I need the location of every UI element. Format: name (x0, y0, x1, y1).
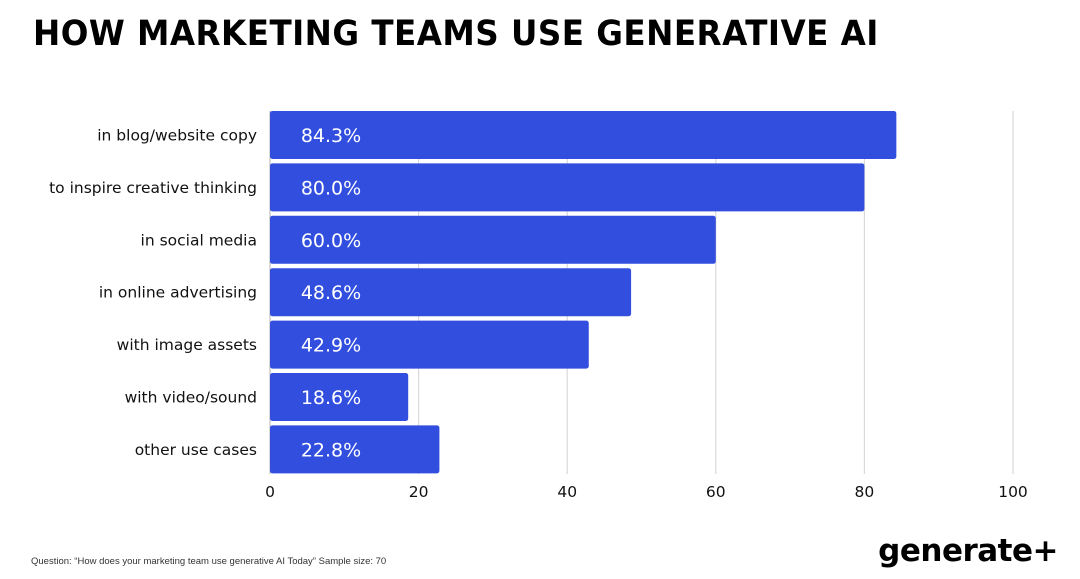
x-tick-label: 0 (265, 483, 275, 501)
bar (270, 268, 632, 317)
x-tick-label: 40 (557, 483, 577, 501)
data-label: 42.9% (301, 335, 361, 357)
bar (270, 320, 589, 369)
brand-logo: generate+ (878, 533, 1058, 569)
category-labels: in blog/website copy to inspire creative … (49, 127, 257, 459)
x-axis-ticks: 0 20 40 60 80 100 (265, 483, 1028, 501)
data-label: 48.6% (301, 282, 361, 304)
category-label: to inspire creative thinking (49, 179, 257, 197)
value-labels: 84.3% 80.0% 60.0% 48.6% 42.9% 18.6% 22.8% (301, 125, 361, 461)
category-label: in social media (141, 231, 257, 249)
category-label: in online advertising (99, 284, 257, 302)
x-tick-label: 20 (409, 483, 429, 501)
data-label: 60.0% (301, 230, 361, 252)
bar (270, 373, 409, 421)
category-label: with image assets (117, 336, 257, 354)
bars (270, 111, 897, 474)
category-label: other use cases (135, 441, 257, 459)
x-tick-label: 60 (706, 483, 726, 501)
category-label: in blog/website copy (97, 127, 257, 145)
data-label: 22.8% (301, 439, 361, 461)
bar (270, 215, 716, 264)
data-label: 84.3% (301, 125, 361, 147)
x-tick-label: 100 (998, 483, 1028, 501)
x-tick-label: 80 (855, 483, 875, 501)
data-label: 80.0% (301, 177, 361, 199)
category-label: with video/sound (125, 389, 257, 407)
bar (270, 163, 865, 212)
footnote: Question: “How does your marketing team … (31, 556, 387, 567)
bar (270, 425, 440, 474)
bar (270, 111, 897, 159)
data-label: 18.6% (301, 387, 361, 409)
chart-title: HOW MARKETING TEAMS USE GENERATIVE AI (33, 14, 879, 54)
